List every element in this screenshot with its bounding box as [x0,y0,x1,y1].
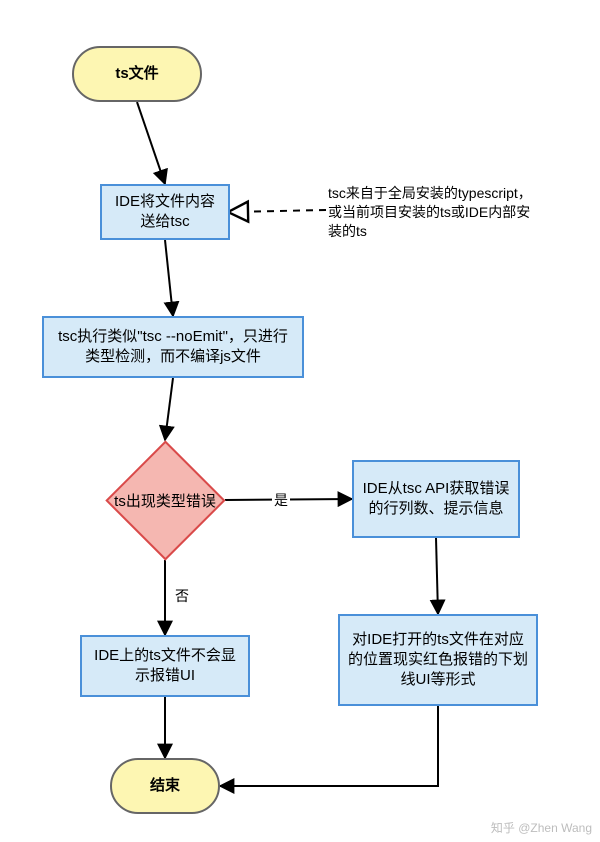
edges-layer [0,0,600,842]
decision-text: ts出现类型错误 [105,440,225,560]
end-terminator: 结束 [110,758,220,814]
start-terminator: ts文件 [72,46,202,102]
api-get-process: IDE从tsc API获取错误的行列数、提示信息 [352,460,520,538]
ide-send-text: IDE将文件内容送给tsc [110,192,220,233]
no-error-process: IDE上的ts文件不会显示报错UI [80,635,250,697]
ide-send-process: IDE将文件内容送给tsc [100,184,230,240]
end-text: 结束 [150,776,180,796]
show-ui-text: 对IDE打开的ts文件在对应的位置现实红色报错的下划线UI等形式 [348,630,528,691]
tsc-run-process: tsc执行类似"tsc --noEmit"，只进行类型检测，而不编译js文件 [42,316,304,378]
no-error-text: IDE上的ts文件不会显示报错UI [90,646,240,687]
decision-diamond: ts出现类型错误 [105,440,225,560]
tsc-run-text: tsc执行类似"tsc --noEmit"，只进行类型检测，而不编译js文件 [52,327,294,368]
edge-label: 是 [272,490,290,510]
annotation-text: tsc来自于全局安装的typescript，或当前项目安装的ts或IDE内部安装… [328,185,532,239]
show-ui-process: 对IDE打开的ts文件在对应的位置现实红色报错的下划线UI等形式 [338,614,538,706]
api-get-text: IDE从tsc API获取错误的行列数、提示信息 [362,479,510,520]
tsc-annotation: tsc来自于全局安装的typescript，或当前项目安装的ts或IDE内部安装… [328,184,538,241]
edge-label: 否 [173,586,191,606]
start-text: ts文件 [115,64,158,84]
watermark: 知乎 @Zhen Wang [491,819,592,836]
